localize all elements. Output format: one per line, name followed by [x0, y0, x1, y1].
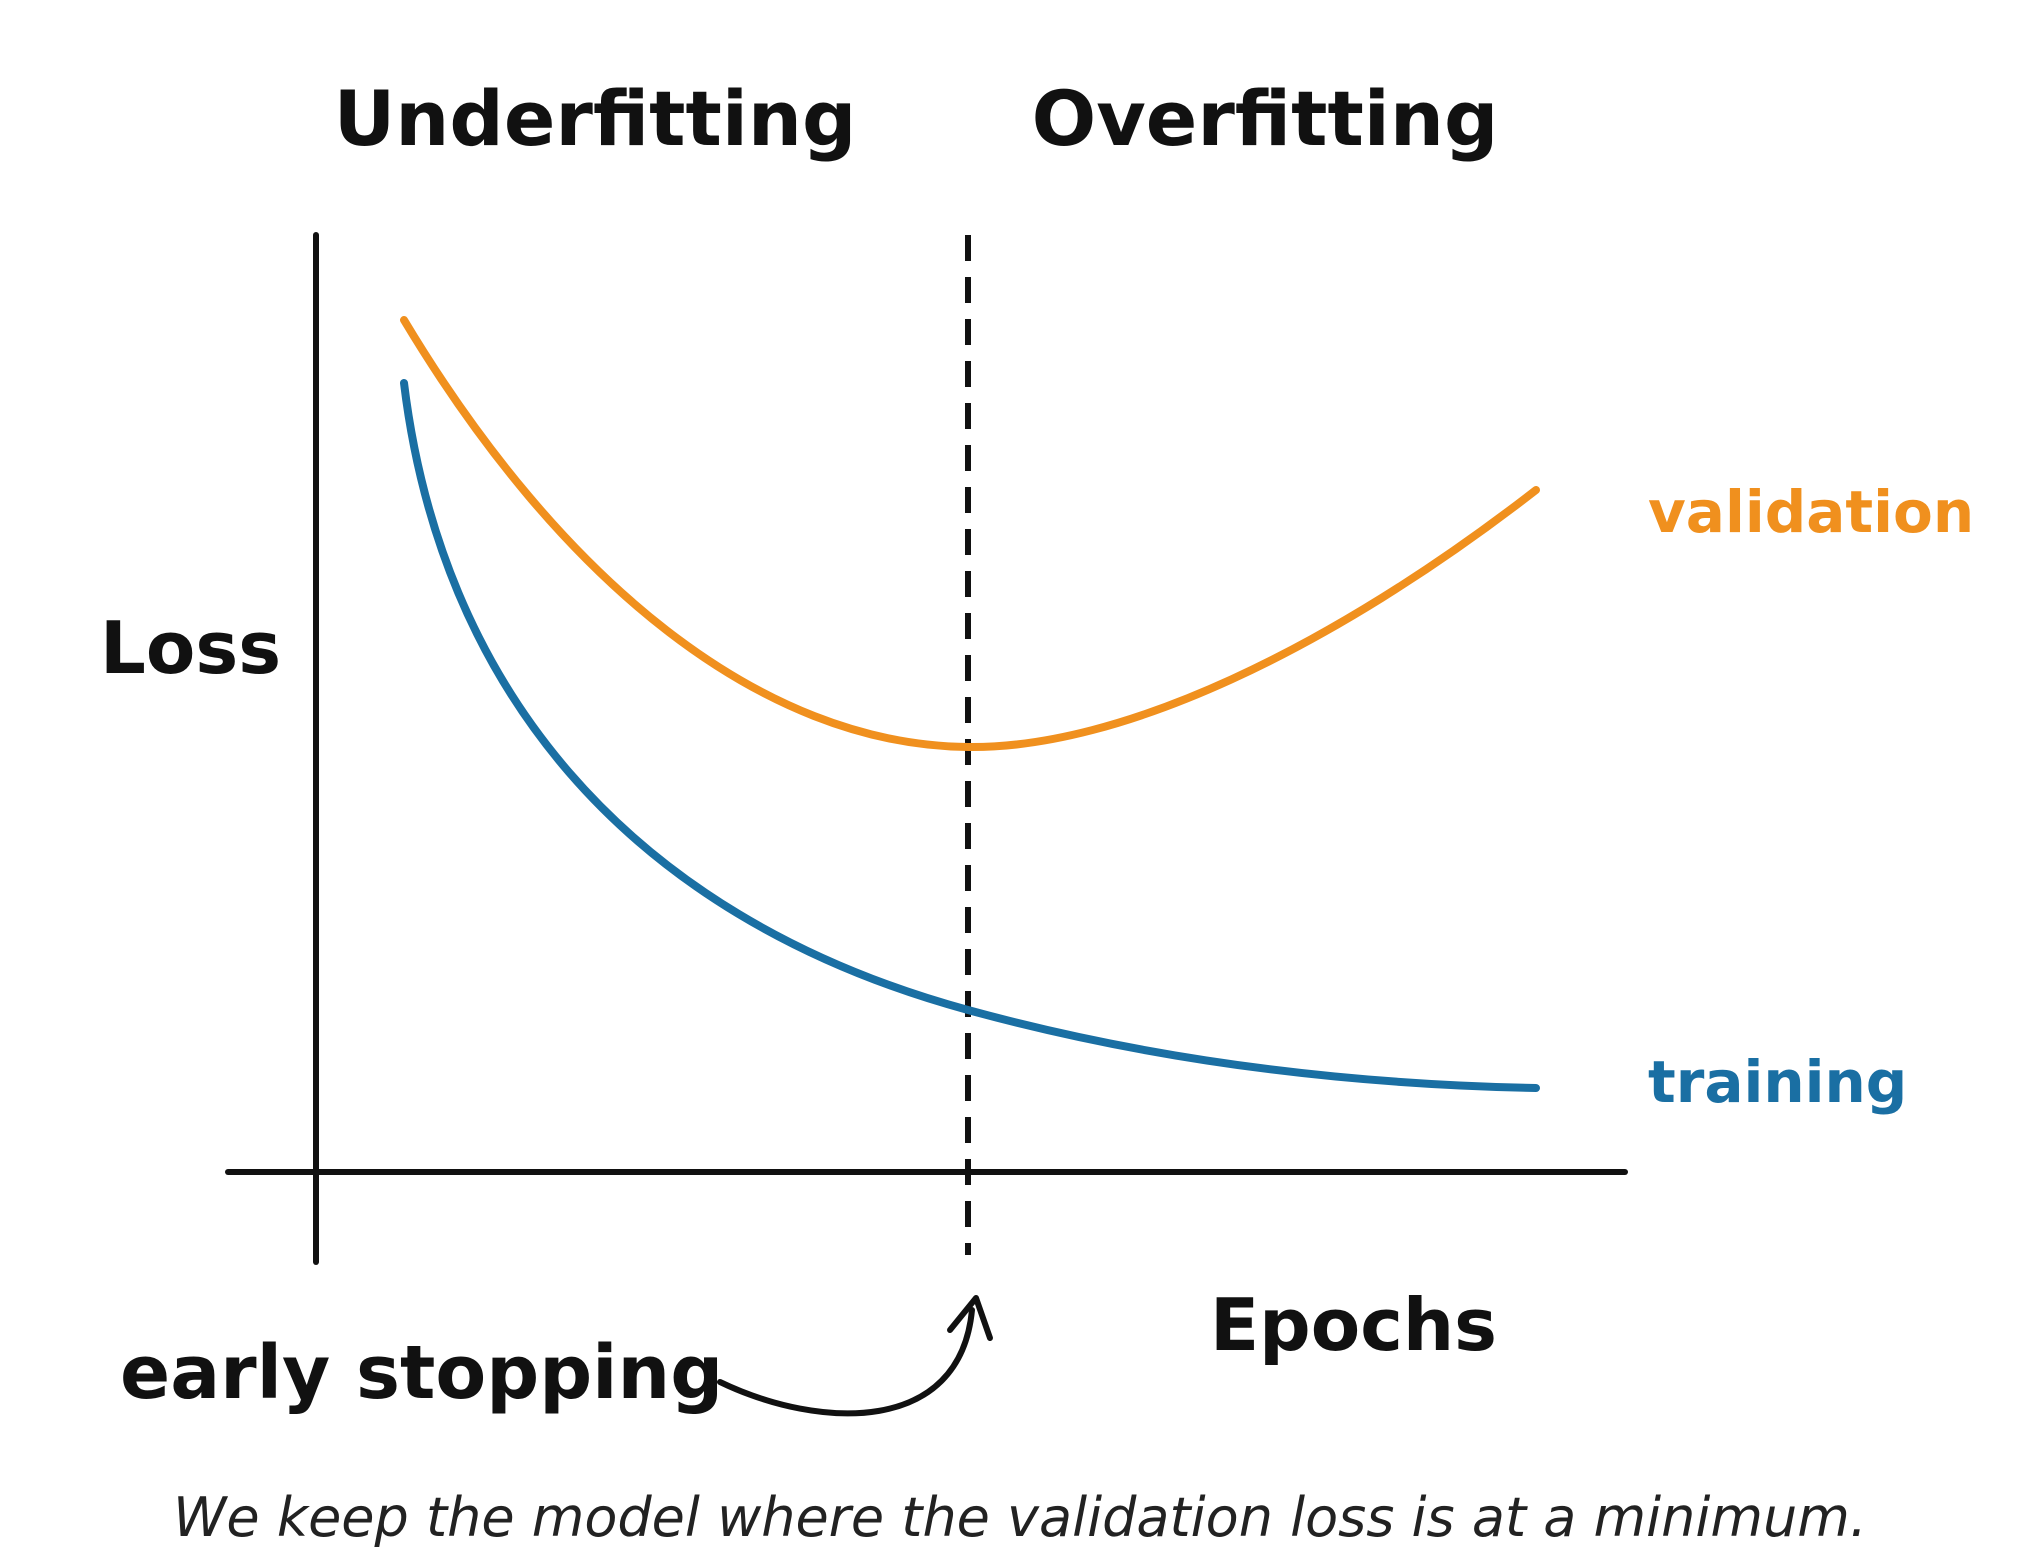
early-stopping-arrow [717, 1307, 975, 1417]
validation-label: validation [1648, 478, 1974, 546]
validation-curve [400, 316, 1540, 752]
overfitting-heading: Overfitting [1032, 74, 1499, 163]
early-stopping-label: early stopping [120, 1330, 723, 1416]
training-curve [400, 379, 1540, 1092]
caption: We keep the model where the validation l… [173, 1486, 1867, 1549]
loss-axis-label: Loss [100, 606, 281, 690]
epochs-axis-label: Epochs [1210, 1283, 1497, 1367]
arrowhead-icon [947, 1295, 993, 1341]
training-label: training [1648, 1048, 1907, 1116]
underfitting-heading: Underfitting [334, 74, 857, 163]
